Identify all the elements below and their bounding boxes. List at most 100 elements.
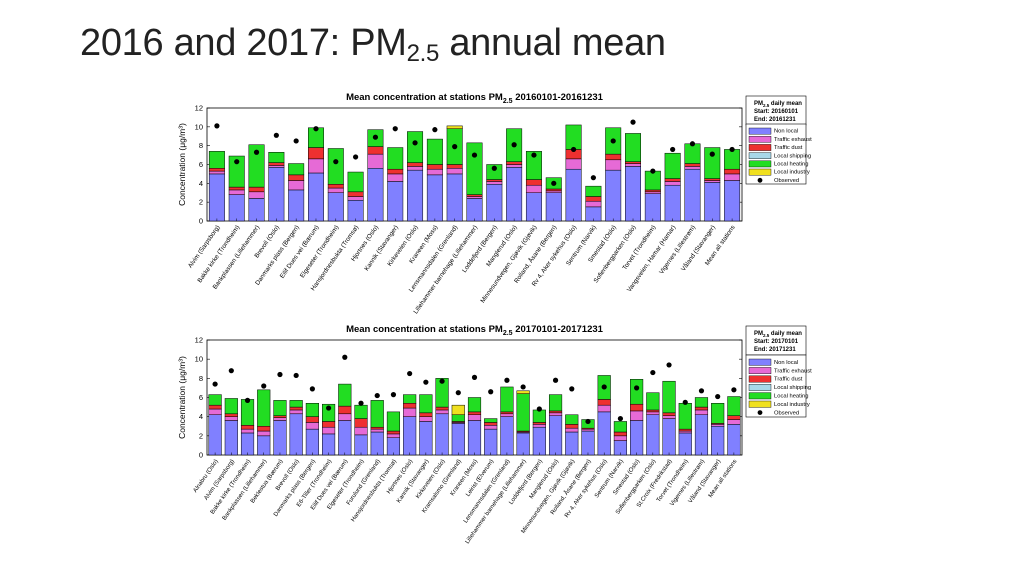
bar-segment xyxy=(662,380,676,414)
observed-point xyxy=(313,126,319,132)
bar-segment xyxy=(630,403,644,412)
y-tick-label: 2 xyxy=(199,431,203,440)
bar-segment xyxy=(525,179,542,186)
bar-segment xyxy=(208,394,222,406)
bar-segment xyxy=(370,431,384,456)
observed-point xyxy=(670,146,676,153)
bar-segment xyxy=(288,180,305,191)
bar-segment xyxy=(613,431,627,437)
bar-segment xyxy=(545,192,562,222)
bar-segment xyxy=(208,414,222,456)
bar-segment xyxy=(565,124,582,150)
bar-segment xyxy=(500,386,514,413)
bar-segment xyxy=(704,182,721,222)
bar-segment xyxy=(467,411,482,415)
observed-point xyxy=(634,385,640,391)
bar-segment xyxy=(407,131,424,163)
bar-segment xyxy=(327,187,344,193)
observed-point xyxy=(650,369,656,376)
observed-point xyxy=(569,386,575,392)
bar-segment xyxy=(516,393,530,432)
legend-swatch xyxy=(748,367,772,375)
bar-segment xyxy=(500,416,514,456)
observed-point xyxy=(293,138,299,144)
bar-segment xyxy=(288,174,305,181)
observed-point xyxy=(390,392,397,398)
chart-2016: Mean concentration at stations PM2.5 201… xyxy=(177,92,812,315)
legend-swatch xyxy=(748,136,772,143)
y-tick-label: 12 xyxy=(195,104,203,113)
y-tick-label: 10 xyxy=(195,355,203,364)
bar-segment xyxy=(403,394,417,404)
bar-segment xyxy=(268,167,285,222)
observed-point xyxy=(423,379,429,385)
legend-label: Non local xyxy=(774,129,798,135)
observed-point xyxy=(689,141,696,147)
bar-segment xyxy=(565,414,579,425)
legend-label: Traffic exhaust xyxy=(774,137,812,143)
bar-segment xyxy=(257,389,271,427)
bar-segment xyxy=(446,125,463,129)
bar-segment xyxy=(684,166,701,170)
chart-title-main: Mean concentration at stations PM xyxy=(346,92,503,103)
bar-segment xyxy=(224,416,238,421)
bar-segment xyxy=(419,421,433,456)
bar-segment xyxy=(545,188,562,192)
bar-segment xyxy=(305,403,319,417)
bar-segment xyxy=(466,198,483,222)
legend-swatch xyxy=(748,160,772,168)
legend-label: Traffic dust xyxy=(774,145,803,151)
bar-segment xyxy=(248,191,265,199)
legend-label: Local industry xyxy=(774,402,810,408)
observed-point xyxy=(617,415,624,422)
observed-point xyxy=(610,138,616,144)
bar-segment xyxy=(446,164,463,169)
bar-segment xyxy=(486,164,503,180)
bar-segment xyxy=(370,428,384,433)
bar-segment xyxy=(208,168,225,172)
bar-segment xyxy=(585,196,602,202)
bar-segment xyxy=(662,418,676,456)
bar-segment xyxy=(565,431,579,456)
bar-segment xyxy=(370,400,384,428)
legend-header-end: End: 20171231 xyxy=(754,347,796,353)
legend-header-sub: 2.5 xyxy=(763,103,770,108)
bar-segment xyxy=(354,404,368,419)
bar-segment xyxy=(704,178,721,181)
bar-segment xyxy=(451,423,465,456)
legend-label: Local industry xyxy=(774,170,810,176)
bar-segment xyxy=(224,420,238,456)
bar-segment xyxy=(273,400,287,416)
bar-segment xyxy=(305,428,319,456)
bar-segment xyxy=(347,196,364,201)
bar-segment xyxy=(446,168,463,175)
bar-segment xyxy=(662,412,676,416)
bar-segment xyxy=(387,173,404,182)
bar-segment xyxy=(407,162,424,167)
bar-segment xyxy=(322,433,336,456)
bar-segment xyxy=(208,173,225,222)
bar-segment xyxy=(419,394,433,414)
bar-segment xyxy=(273,420,287,456)
bar-segment xyxy=(646,411,660,415)
bar-segment xyxy=(525,151,542,180)
bar-segment xyxy=(724,149,741,170)
observed-point xyxy=(392,126,398,132)
observed-point xyxy=(551,180,557,186)
observed-point xyxy=(407,370,413,377)
legend-swatch xyxy=(748,127,772,135)
legend-swatch xyxy=(748,400,772,408)
bar-segment xyxy=(516,432,530,456)
bar-segment xyxy=(228,194,245,222)
legend-label: Local heating xyxy=(774,162,809,168)
bar-segment xyxy=(240,425,255,430)
observed-point xyxy=(552,377,559,383)
bar-segment xyxy=(403,416,417,456)
bar-segment xyxy=(597,399,611,406)
observed-point xyxy=(432,127,438,133)
observed-point xyxy=(293,372,299,379)
chart-title-rest: 20170101-20171231 xyxy=(513,324,604,335)
bar-segment xyxy=(273,415,287,418)
observed-point xyxy=(412,140,418,146)
bar-segment xyxy=(711,426,725,456)
